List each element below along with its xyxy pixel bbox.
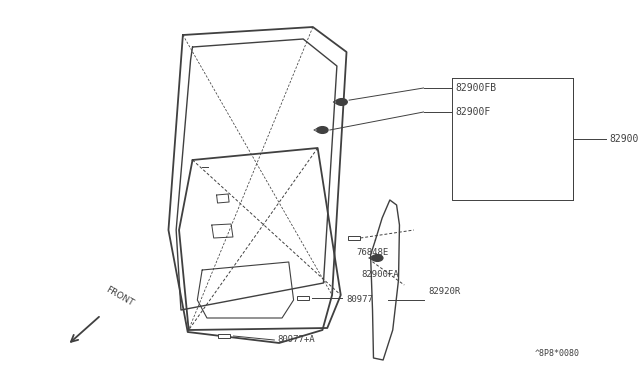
Text: 82900FB: 82900FB [455,83,497,93]
Text: 80977+A: 80977+A [277,336,315,344]
Circle shape [336,99,348,105]
Text: 76848E: 76848E [356,248,388,257]
Text: FRONT: FRONT [104,285,135,308]
Text: ^8P8*0080: ^8P8*0080 [534,349,579,358]
Text: 82920R: 82920R [428,288,461,296]
Bar [348,235,360,240]
Bar [298,296,309,301]
Text: 82900FA: 82900FA [361,270,399,279]
Circle shape [317,126,328,133]
Text: 82900F: 82900F [455,107,490,117]
Text: 82900: 82900 [609,134,639,144]
Circle shape [372,255,383,262]
Bar [218,334,230,339]
Text: 80977: 80977 [346,295,373,305]
